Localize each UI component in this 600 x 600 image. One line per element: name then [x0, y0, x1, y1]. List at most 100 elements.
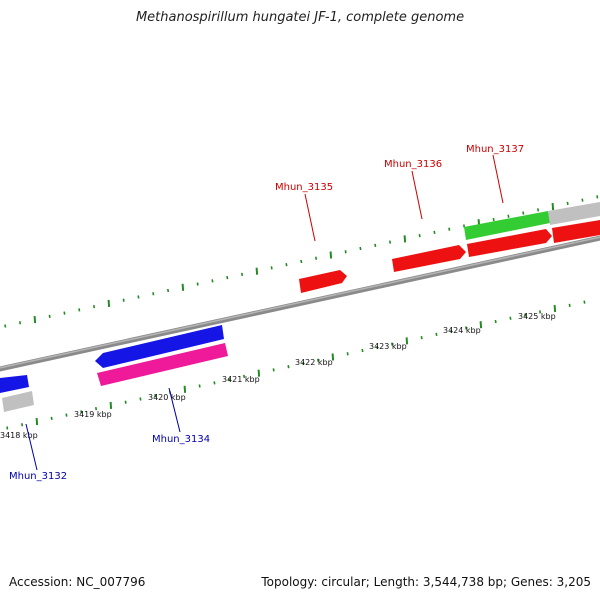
major-tick [183, 385, 187, 393]
minor-tick [196, 282, 199, 286]
minor-tick [167, 288, 170, 293]
minor-tick [287, 365, 290, 369]
scale-labels: 3418 kbp 3419 kbp 3420 kbp 3421 kbp 3422… [0, 312, 556, 440]
callout-line [25, 423, 38, 471]
major-tick [405, 337, 409, 345]
minor-tick [522, 211, 525, 215]
scale-label: 3425 kbp [518, 312, 556, 321]
gene-label-forward[interactable]: Mhun_3136 [384, 159, 442, 170]
gene-arrow-red[interactable] [299, 270, 347, 293]
major-tick [109, 401, 113, 409]
minor-tick [509, 316, 512, 320]
minor-tick [346, 352, 349, 356]
minor-tick [50, 416, 53, 420]
minor-tick [241, 272, 244, 277]
upper-tick-track [4, 195, 599, 328]
minor-tick [198, 384, 201, 388]
scale-label: 3419 kbp [74, 410, 112, 419]
scale-label: 3422 kbp [295, 358, 333, 367]
gene-label-reverse[interactable]: Mhun_3132 [9, 471, 67, 482]
minor-tick [315, 256, 318, 260]
minor-tick [6, 426, 9, 430]
gene-arrow-magenta[interactable] [97, 343, 228, 386]
major-tick [107, 299, 111, 307]
minor-tick [448, 227, 451, 231]
minor-tick [539, 310, 542, 314]
scale-label: 3421 kbp [222, 375, 260, 384]
gene-arrow-blue[interactable] [95, 325, 224, 368]
major-tick [553, 305, 557, 313]
major-tick [551, 203, 555, 211]
minor-tick [524, 313, 527, 317]
minor-tick [492, 217, 495, 222]
genome-backbone [0, 235, 600, 372]
minor-tick [450, 329, 453, 333]
minor-tick [435, 332, 438, 337]
scale-label: 3420 kbp [148, 393, 186, 402]
minor-tick [418, 234, 421, 238]
minor-tick [300, 259, 303, 264]
minor-tick [507, 214, 510, 218]
genome-backbone-highlight [0, 236, 600, 369]
minor-tick [566, 201, 569, 206]
scale-label: 3423 kbp [369, 342, 407, 351]
minor-tick [285, 263, 288, 267]
minor-tick [391, 342, 394, 346]
minor-tick [137, 295, 140, 299]
minor-tick [139, 397, 142, 401]
minor-tick [317, 358, 320, 362]
gene-arrow-blue[interactable] [0, 375, 29, 393]
gene-box-gray[interactable] [548, 202, 600, 225]
minor-tick [65, 413, 68, 417]
minor-tick [344, 250, 347, 254]
gene-box-green[interactable] [464, 211, 550, 240]
callout-line [411, 170, 423, 220]
gene-arrow-red[interactable] [467, 229, 552, 257]
genome-summary-text: Topology: circular; Length: 3,544,738 bp… [261, 575, 591, 589]
minor-tick [95, 407, 98, 411]
scale-label: 3418 kbp [0, 431, 38, 440]
page-title: Methanospirillum hungatei JF-1, complete… [135, 10, 465, 25]
minor-tick [581, 198, 584, 202]
callout-line [304, 193, 316, 242]
minor-tick [80, 410, 83, 414]
minor-tick [465, 326, 468, 330]
minor-tick [226, 275, 229, 280]
minor-tick [21, 423, 24, 427]
minor-tick [154, 394, 157, 398]
minor-tick [359, 246, 362, 251]
minor-tick [93, 305, 96, 309]
minor-tick [48, 314, 51, 318]
gene-box-gray[interactable] [2, 391, 34, 412]
minor-tick [4, 324, 7, 328]
minor-tick [596, 195, 599, 199]
minor-tick [361, 348, 364, 353]
scale-label: 3424 kbp [443, 326, 481, 335]
minor-tick [211, 279, 214, 283]
gene-arrow-red[interactable] [392, 245, 466, 272]
minor-tick [63, 311, 66, 315]
major-tick [331, 353, 335, 361]
minor-tick [537, 208, 540, 212]
minor-tick [272, 368, 275, 372]
minor-tick [389, 240, 392, 244]
minor-tick [19, 321, 22, 325]
callout-line [492, 154, 504, 204]
major-tick [255, 267, 259, 275]
gene-label-reverse[interactable]: Mhun_3134 [152, 434, 210, 445]
gene-label-forward[interactable]: Mhun_3137 [466, 144, 524, 155]
major-tick [329, 251, 333, 259]
minor-tick [122, 298, 125, 302]
minor-tick [433, 230, 436, 235]
callout-line [168, 387, 181, 433]
minor-tick [243, 374, 246, 379]
major-tick [403, 235, 407, 243]
gene-box-red[interactable] [552, 220, 600, 243]
gene-label-forward[interactable]: Mhun_3135 [275, 182, 333, 193]
accession-text: Accession: NC_007796 [9, 575, 146, 589]
major-tick [33, 315, 37, 324]
minor-tick [228, 377, 231, 382]
minor-tick [374, 243, 377, 247]
minor-tick [568, 303, 571, 308]
minor-tick [420, 336, 423, 340]
